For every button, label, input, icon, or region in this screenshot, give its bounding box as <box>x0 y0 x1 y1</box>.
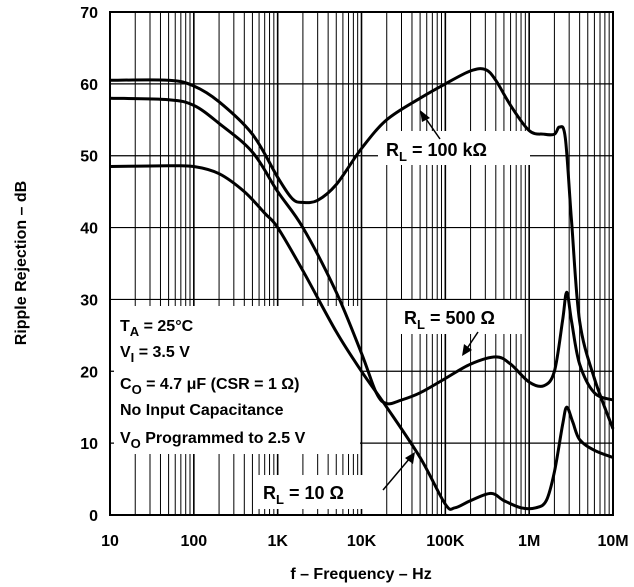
x-tick-label: 10 <box>101 533 119 550</box>
y-tick-label: 10 <box>80 436 98 453</box>
x-tick-label: 10K <box>347 533 377 550</box>
y-tick-label: 0 <box>89 508 98 525</box>
condition-ta: TA = 25°C <box>120 318 194 339</box>
x-tick-label: 100K <box>426 533 465 550</box>
arrowhead-100k <box>420 110 430 122</box>
y-tick-label: 60 <box>80 77 98 94</box>
data-curves <box>109 67 615 511</box>
x-tick-label: 1M <box>518 533 540 550</box>
y-tick-label: 70 <box>80 5 98 22</box>
curve-rl-100k <box>109 67 615 430</box>
series-label-500: RL = 500 Ω <box>404 308 495 332</box>
arrowhead-10 <box>405 452 415 464</box>
y-axis-title: Ripple Rejection – dB <box>13 181 30 345</box>
y-tick-label: 20 <box>80 364 98 381</box>
curve-rl-500 <box>109 96 614 406</box>
curve-rl-10 <box>109 164 614 511</box>
plot-frame <box>109 11 614 516</box>
condition-vo: VO Programmed to 2.5 V <box>120 430 306 451</box>
condition-vi: VI = 3.5 V <box>120 344 190 365</box>
arrow-100k <box>423 115 441 140</box>
condition-no-input-cap: No Input Capacitance <box>120 402 284 419</box>
arrow-10 <box>382 457 411 491</box>
x-tick-label: 100 <box>180 533 207 550</box>
y-tick-label: 50 <box>80 149 98 166</box>
y-tick-label: 30 <box>80 292 98 309</box>
label-leader-arrows <box>382 110 479 491</box>
condition-co: CO = 4.7 μF (CSR = 1 Ω) <box>120 376 299 397</box>
x-axis-title: f – Frequency – Hz <box>290 566 431 583</box>
x-tick-labels: 10 100 1K 10K 100K 1M 10M <box>101 533 628 550</box>
series-label-10: RL = 10 Ω <box>263 483 344 507</box>
label-backgrounds <box>114 131 530 509</box>
series-label-100k: RL = 100 kΩ <box>386 140 487 164</box>
y-tick-label: 40 <box>80 221 98 238</box>
arrowhead-500 <box>462 344 472 356</box>
x-tick-label: 1K <box>267 533 288 550</box>
test-conditions: TA = 25°C VI = 3.5 V CO = 4.7 μF (CSR = … <box>120 318 306 451</box>
x-tick-label: 10M <box>597 533 628 550</box>
y-tick-labels: 0 10 20 30 40 50 60 70 <box>80 5 98 525</box>
